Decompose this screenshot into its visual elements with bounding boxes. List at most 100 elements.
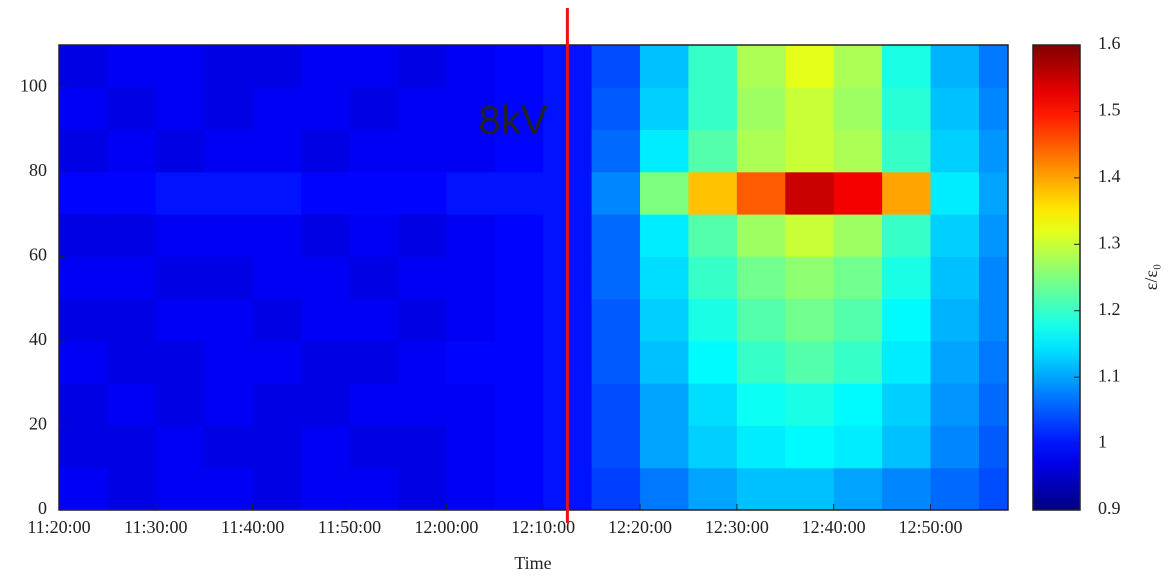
- heatmap-cell: [59, 129, 108, 173]
- heatmap-cell: [833, 87, 883, 131]
- heatmap-cell: [591, 256, 641, 300]
- heatmap-cell: [155, 383, 205, 426]
- heatmap-cell: [446, 425, 496, 469]
- heatmap-cell: [155, 340, 205, 384]
- heatmap-cell: [978, 340, 1009, 384]
- heatmap-cell: [107, 171, 157, 215]
- heatmap-cell: [736, 467, 786, 511]
- heatmap-cell: [591, 129, 641, 173]
- heatmap-cell: [59, 171, 108, 215]
- heatmap-cell: [349, 383, 399, 426]
- heatmap-cell: [155, 129, 205, 173]
- heatmap-cell: [252, 129, 302, 173]
- heatmap-cell: [397, 214, 447, 257]
- heatmap-cell: [107, 256, 157, 300]
- heatmap-cell: [204, 425, 254, 469]
- heatmap-cell: [833, 171, 883, 215]
- x-tick-label: 11:20:00: [27, 517, 90, 537]
- x-tick-label: 12:20:00: [608, 517, 672, 537]
- heatmap-cell: [349, 340, 399, 384]
- heatmap-cell: [252, 298, 302, 342]
- heatmap-cell: [882, 214, 932, 257]
- heatmap-cell: [688, 45, 738, 88]
- heatmap-cell: [930, 298, 980, 342]
- heatmap-cell: [107, 425, 157, 469]
- heatmap-cell: [446, 129, 496, 173]
- heatmap-cell: [785, 45, 835, 88]
- heatmap-cell: [930, 171, 980, 215]
- colorbar-tick-label: 1.2: [1098, 299, 1121, 319]
- heatmap-cell: [204, 87, 254, 131]
- heatmap-cell: [833, 45, 883, 88]
- heatmap-cell: [107, 45, 157, 88]
- heatmap-cell: [252, 45, 302, 88]
- heatmap-cell: [301, 87, 351, 131]
- heatmap-cell: [107, 87, 157, 131]
- heatmap-cell: [349, 171, 399, 215]
- heatmap-cell: [204, 214, 254, 257]
- heatmap-cell: [494, 425, 544, 469]
- heatmap-cell: [397, 340, 447, 384]
- heatmap-cell: [446, 383, 496, 426]
- plot-frame: [58, 44, 1009, 511]
- heatmap-cell: [155, 467, 205, 511]
- heatmap-cell: [978, 129, 1009, 173]
- heatmap-cell: [785, 383, 835, 426]
- heatmap-cell: [252, 256, 302, 300]
- heatmap-cell: [301, 467, 351, 511]
- heatmap-cell: [833, 340, 883, 384]
- heatmap-cell: [446, 467, 496, 511]
- heatmap-cell: [882, 383, 932, 426]
- heatmap-cell: [591, 45, 641, 88]
- heatmap-cell: [688, 214, 738, 257]
- heatmap-cell: [107, 467, 157, 511]
- heatmap-cell: [882, 340, 932, 384]
- heatmap-cell: [640, 256, 689, 300]
- heatmap-cell: [688, 171, 738, 215]
- heatmap-cell: [301, 171, 351, 215]
- heatmap-cell: [640, 383, 689, 426]
- heatmap-cell: [349, 129, 399, 173]
- heatmap-cell: [349, 87, 399, 131]
- heatmap-cell: [688, 298, 738, 342]
- heatmap-cell: [785, 425, 835, 469]
- heatmap-cell: [833, 214, 883, 257]
- heatmap-cell: [494, 298, 544, 342]
- heatmap-cell: [882, 171, 932, 215]
- heatmap-cell: [785, 129, 835, 173]
- colorbar-tick-label: 1: [1098, 432, 1107, 452]
- heatmap-cell: [978, 298, 1009, 342]
- heatmap-cell: [833, 425, 883, 469]
- heatmap-cell: [446, 256, 496, 300]
- heatmap-cell: [494, 383, 544, 426]
- y-tick-label: 80: [29, 160, 47, 180]
- heatmap-cell: [736, 45, 786, 88]
- heatmap-cell: [978, 383, 1009, 426]
- heatmap-cell: [640, 340, 689, 384]
- heatmap-cell: [301, 340, 351, 384]
- heatmap-cell: [107, 214, 157, 257]
- heatmap-cell: [930, 256, 980, 300]
- heatmap-cell: [301, 425, 351, 469]
- y-tick-label: 100: [20, 75, 47, 95]
- colorbar-tick-label: 1.3: [1098, 232, 1121, 252]
- heatmap-cell: [107, 129, 157, 173]
- heatmap-cell: [252, 425, 302, 469]
- heatmap-cell: [882, 467, 932, 511]
- heatmap-cell: [591, 171, 641, 215]
- heatmap-cell: [252, 171, 302, 215]
- heatmap-cell: [494, 256, 544, 300]
- heatmap-cell: [882, 87, 932, 131]
- heatmap-cell: [155, 87, 205, 131]
- heatmap-cell: [252, 87, 302, 131]
- heatmap-cell: [882, 298, 932, 342]
- heatmap-cell: [59, 45, 108, 88]
- heatmap-cell: [736, 87, 786, 131]
- y-tick-label: 0: [38, 498, 47, 518]
- heatmap-cell: [930, 467, 980, 511]
- heatmap-cell: [736, 129, 786, 173]
- heatmap-cell: [688, 383, 738, 426]
- heatmap-cell: [494, 87, 544, 131]
- heatmap-cell: [688, 256, 738, 300]
- heatmap-cell: [397, 256, 447, 300]
